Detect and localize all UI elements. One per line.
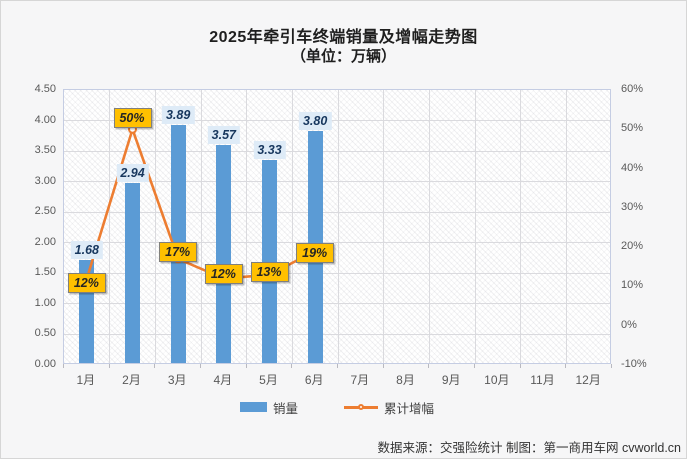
x-axis-tick-label: 6月	[304, 373, 324, 387]
growth-value-label: 13%	[250, 261, 289, 282]
x-axis-tick	[108, 364, 110, 368]
x-axis-tick	[382, 364, 384, 368]
x-axis-tick	[428, 364, 430, 368]
bar-value-label: 3.80	[298, 111, 332, 130]
x-axis-tick	[519, 364, 521, 368]
x-axis-tick-label: 10月	[484, 373, 510, 387]
bar-value-label: 3.57	[207, 125, 240, 144]
y-axis-tick-label: 2.50	[34, 205, 56, 218]
gridline-v	[474, 90, 476, 363]
gridline-h	[64, 242, 610, 244]
gridline-v	[520, 90, 522, 363]
x-axis-tick-label: 8月	[396, 373, 415, 387]
x-axis-tick-label: 4月	[213, 373, 233, 387]
y-axis-tick-label: 1.50	[34, 266, 56, 279]
y-axis-tick-label: 3.50	[34, 144, 56, 157]
gridline-v	[383, 90, 385, 363]
gridline-h	[64, 181, 610, 183]
marker-ring-icon	[358, 404, 364, 410]
gridline-h	[64, 333, 610, 335]
data-source-credit: 数据来源：交强险统计 制图：第一商用车网 cvworld.cn	[377, 441, 682, 455]
right-axis-tick-label: -10%	[621, 358, 647, 370]
sales-bar	[216, 144, 232, 363]
x-axis-tick	[200, 364, 201, 368]
bar-value-label: 3.89	[161, 106, 195, 125]
bar-value-label: 1.68	[70, 241, 103, 260]
x-axis-tick-label: 9月	[441, 373, 461, 387]
x-axis-tick-label: 5月	[259, 373, 278, 387]
y-axis-tick-label: 4.00	[34, 113, 56, 126]
gridline-h	[64, 272, 610, 274]
x-axis-tick	[337, 364, 338, 368]
y-axis-tick-label: 3.00	[34, 174, 56, 187]
gridline-v	[154, 90, 156, 363]
growth-value-label: 50%	[113, 108, 152, 129]
y-axis-tick-label: 1.00	[34, 296, 56, 309]
x-axis-tick-label: 2月	[122, 373, 141, 387]
x-axis-tick-label: 1月	[76, 373, 96, 387]
chart-title: 2025年牵引车终端销量及增幅走势图	[209, 29, 478, 46]
y-axis-tick-label: 2.00	[34, 235, 56, 248]
gridline-v	[109, 90, 111, 363]
y-axis-tick-label: 0.50	[34, 327, 56, 340]
right-axis-tick-label: 20%	[621, 240, 644, 253]
gridline-h	[64, 120, 610, 122]
x-axis-tick	[154, 364, 156, 368]
right-axis-tick-label: 0%	[621, 318, 637, 331]
legend-label-growth: 累计增幅	[384, 401, 435, 416]
y-axis-tick-label: 0.00	[34, 358, 56, 370]
gridline-v	[428, 90, 430, 363]
x-axis-tick	[63, 364, 64, 368]
gridline-v	[200, 90, 202, 363]
growth-line-swatch-icon	[344, 404, 378, 410]
sales-bar	[262, 159, 277, 363]
right-axis-tick-label: 30%	[621, 200, 644, 213]
x-axis-tick	[474, 364, 475, 368]
plot-area: 1.68 2.94 3.89 3.57 3.33 3.80 12% 50% 17% 12% 13% 1…	[63, 89, 611, 364]
bar-value-label: 3.33	[253, 140, 286, 159]
x-axis-tick-label: 11月	[530, 373, 555, 387]
y-axis-tick-label: 4.50	[34, 83, 56, 95]
x-axis-tick-label: 7月	[350, 373, 370, 387]
sales-bar-swatch-icon	[239, 402, 267, 412]
gridline-v	[246, 90, 248, 363]
x-axis-tick-label: 3月	[167, 373, 187, 387]
growth-value-label: 12%	[67, 272, 106, 293]
right-axis-tick-label: 60%	[621, 83, 644, 95]
x-axis-tick	[565, 364, 567, 368]
x-axis-tick-label: 12月	[575, 373, 601, 387]
growth-value-label: 17%	[159, 241, 198, 262]
x-axis-tick	[245, 364, 247, 368]
legend: 销量 累计增幅	[63, 398, 611, 417]
right-axis-tick-label: 40%	[621, 161, 644, 174]
growth-value-label: 12%	[204, 263, 243, 284]
legend-label-sales: 销量	[272, 401, 298, 416]
gridline-h	[64, 150, 610, 152]
gridline-h	[64, 303, 610, 305]
x-axis-tick	[291, 364, 293, 368]
gridline-v	[291, 90, 293, 363]
gridline-v	[565, 90, 567, 363]
right-axis-tick-label: 50%	[621, 122, 644, 135]
right-axis-tick-label: 10%	[621, 279, 644, 292]
sales-bar	[125, 183, 140, 363]
growth-value-label: 19%	[296, 243, 335, 264]
bar-value-label: 2.94	[116, 164, 149, 183]
gridline-h	[64, 211, 610, 213]
legend-item-growth: 累计增幅	[344, 398, 434, 417]
growth-line	[82, 124, 320, 284]
x-axis-tick	[611, 364, 612, 368]
legend-item-sales: 销量	[239, 398, 298, 417]
chart-subtitle: （单位：万辆）	[290, 48, 396, 65]
gridline-v	[337, 90, 339, 363]
